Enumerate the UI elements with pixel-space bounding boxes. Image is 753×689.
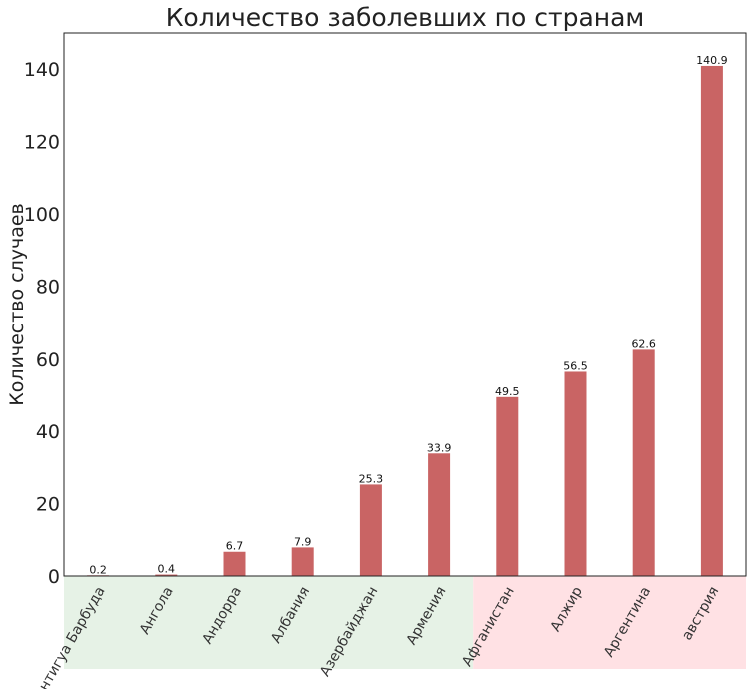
- data-label: 33.9: [427, 441, 452, 454]
- bars: [87, 65, 723, 576]
- y-tick-label: 20: [36, 494, 60, 516]
- data-label: 0.2: [89, 563, 107, 576]
- data-label: 0.4: [158, 563, 176, 576]
- data-label: 7.9: [294, 535, 312, 548]
- bar: [223, 551, 246, 576]
- plot-frame: [63, 32, 747, 577]
- category-group-band-1: [473, 576, 746, 669]
- category-group-band-0: [64, 576, 474, 669]
- data-label: 62.6: [631, 337, 656, 350]
- data-label: 140.9: [696, 54, 728, 67]
- data-label: 6.7: [226, 540, 244, 553]
- bar: [496, 396, 519, 576]
- y-tick-label: 140: [24, 59, 60, 81]
- bar: [700, 65, 723, 576]
- bar: [564, 371, 587, 576]
- bar: [155, 574, 178, 576]
- bar: [632, 349, 655, 576]
- y-tick-label: 40: [36, 421, 60, 443]
- data-label: 56.5: [563, 359, 588, 372]
- chart-title: Количество заболевших по странам: [166, 3, 645, 32]
- bar: [291, 547, 314, 576]
- data-label: 25.3: [359, 472, 384, 485]
- y-tick-label: 0: [48, 566, 60, 588]
- data-label: 49.5: [495, 385, 520, 398]
- y-axis-label: Количество случаев: [6, 203, 28, 406]
- y-axis-ticks: 0 20 40 60 80 100 120 140: [24, 59, 60, 588]
- y-tick-label: 100: [24, 204, 60, 226]
- category-group-bands: [64, 576, 746, 669]
- data-labels: 0.2 0.4 6.7 7.9 25.3 33.9 49.5 56.5 62.6 140.9: [89, 54, 727, 576]
- bar: [359, 484, 382, 576]
- y-tick-label: 60: [36, 349, 60, 371]
- bar: [428, 453, 451, 576]
- y-tick-label: 120: [24, 132, 60, 154]
- y-tick-label: 80: [36, 276, 60, 298]
